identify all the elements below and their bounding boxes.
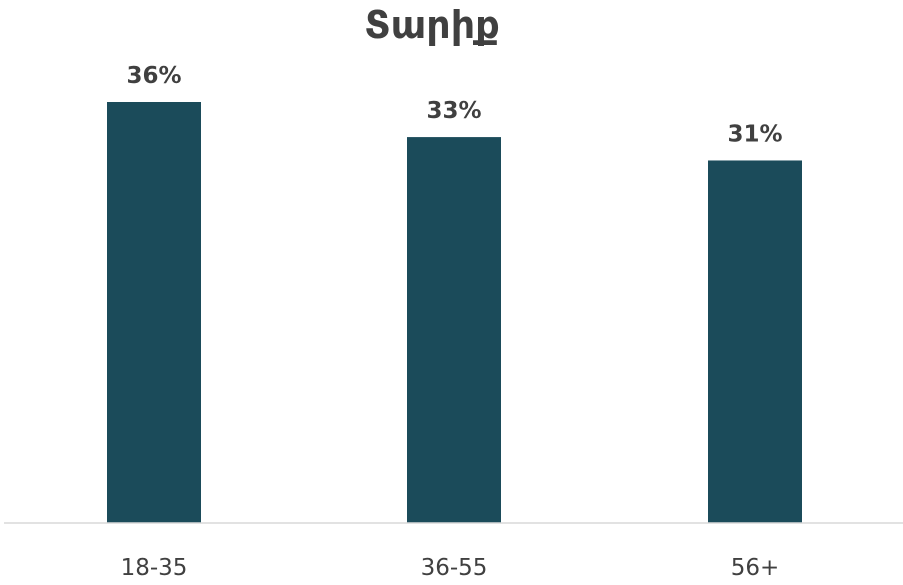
x-tick-label-18-35: 18-35	[121, 555, 188, 580]
data-label-56+: 31%	[727, 121, 782, 147]
x-axis-ticks-group: 18-35 36-55 56+	[121, 555, 780, 581]
bar-36-55	[407, 137, 501, 524]
data-label-36-55: 33%	[426, 98, 481, 124]
bars-group	[107, 102, 802, 524]
x-tick-label-36-55: 36-55	[421, 555, 488, 580]
x-tick-label-56+: 56+	[731, 555, 780, 580]
data-label-18-35: 36%	[126, 63, 181, 89]
chart-title: Տարիք	[364, 3, 499, 47]
bar-18-35	[107, 102, 201, 523]
bar-56+	[708, 160, 802, 523]
data-labels-group: 36% 33% 31%	[126, 63, 782, 147]
